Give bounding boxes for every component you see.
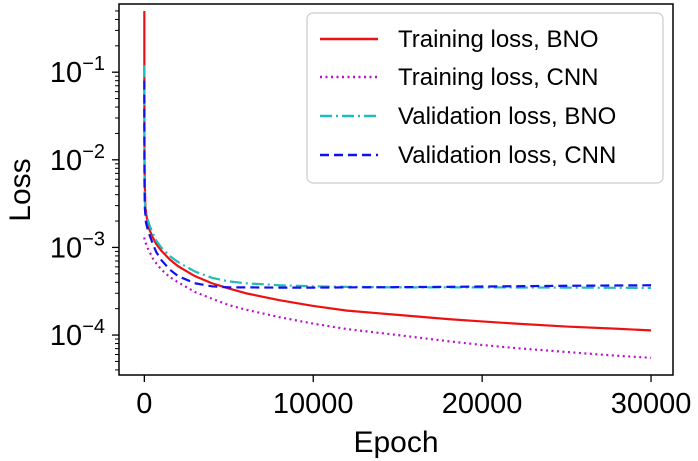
x-axis-ticks: 0 10000 20000 30000 <box>136 375 691 420</box>
y-axis-ticks: 10−1 10−2 10−3 10−4 <box>50 10 119 371</box>
y-tick-label: 10−1 <box>50 53 105 89</box>
legend-box <box>306 12 664 184</box>
y-tick-label: 10−4 <box>50 316 105 352</box>
x-tick-label: 10000 <box>273 388 354 420</box>
y-tick-label: 10−3 <box>50 228 105 264</box>
legend-label-training-bno: Training loss, BNO <box>398 26 599 53</box>
legend-entry-validation-bno: Validation loss, BNO <box>320 103 616 130</box>
series-line-validation-loss-cnn <box>143 80 652 289</box>
legend-label-training-cnn: Training loss, CNN <box>398 64 599 91</box>
legend-label-validation-bno: Validation loss, BNO <box>398 103 616 130</box>
legend-entry-training-cnn: Training loss, CNN <box>320 64 599 91</box>
series-line-training-loss-cnn <box>143 237 652 359</box>
x-axis-label: Epoch <box>353 426 438 459</box>
y-tick-label: 10−2 <box>50 141 105 177</box>
legend-entry-training-bno: Training loss, BNO <box>320 26 599 53</box>
legend: Training loss, BNO Training loss, CNN Va… <box>306 12 664 184</box>
plot-lines <box>143 10 652 359</box>
legend-entry-validation-cnn: Validation loss, CNN <box>320 142 616 169</box>
plot-frame <box>118 3 674 376</box>
x-tick-label: 20000 <box>442 388 523 420</box>
y-axis-label: Loss <box>4 158 37 221</box>
series-line-validation-loss-bno <box>143 65 652 290</box>
x-tick-label: 0 <box>136 388 152 420</box>
x-tick-label: 30000 <box>611 388 692 420</box>
legend-label-validation-cnn: Validation loss, CNN <box>398 142 616 169</box>
